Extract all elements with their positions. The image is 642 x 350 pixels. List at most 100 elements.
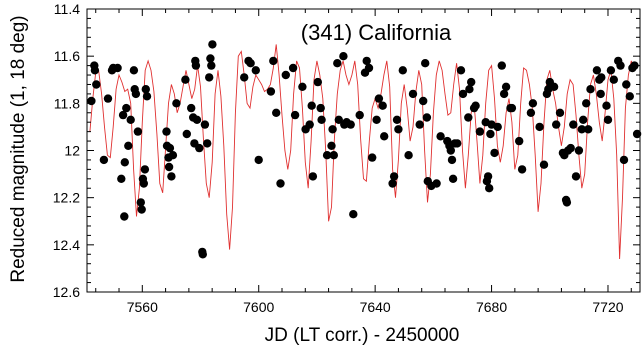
data-point xyxy=(374,94,384,103)
data-point xyxy=(87,96,96,106)
data-point xyxy=(327,141,336,150)
data-point xyxy=(616,61,625,70)
axis-ticks: 7560 7600 7640 7680 7720 11.4 11.6 11.8 12 12.2 12… xyxy=(53,1,640,315)
data-point xyxy=(195,143,204,153)
y-tick-label: 11.4 xyxy=(54,1,80,17)
data-point xyxy=(181,75,190,84)
data-point xyxy=(246,59,255,68)
data-point xyxy=(200,120,210,129)
data-point xyxy=(458,89,468,99)
data-point xyxy=(329,151,338,160)
x-tick-label: 7720 xyxy=(592,299,623,315)
data-point xyxy=(136,198,145,207)
y-axis-label: Reduced magnitude (1, 18 deg) xyxy=(8,15,29,282)
data-point xyxy=(483,172,493,181)
y-tick-label: 12.6 xyxy=(53,284,80,300)
data-point xyxy=(182,129,191,139)
data-point xyxy=(141,85,150,94)
data-point xyxy=(272,108,281,118)
data-point xyxy=(456,66,466,75)
x-tick-label: 7600 xyxy=(243,299,274,315)
data-point xyxy=(622,80,631,89)
data-point xyxy=(566,143,575,153)
plot-area xyxy=(87,40,642,260)
data-point xyxy=(92,80,101,89)
data-point xyxy=(333,59,342,68)
data-point xyxy=(117,174,126,183)
data-point xyxy=(99,155,109,165)
data-point xyxy=(448,174,458,183)
data-point xyxy=(269,56,278,66)
data-point xyxy=(167,172,176,181)
y-tick-label: 12.2 xyxy=(53,190,80,206)
data-point xyxy=(517,165,527,174)
data-point xyxy=(192,115,202,125)
y-tick-label: 12.4 xyxy=(53,237,80,253)
data-point xyxy=(172,99,181,108)
data-point xyxy=(625,92,634,101)
data-point xyxy=(603,115,613,125)
data-point xyxy=(419,96,428,106)
model-curve xyxy=(89,44,635,260)
data-point xyxy=(408,89,418,99)
data-point xyxy=(187,103,196,113)
data-point xyxy=(140,165,150,174)
data-point xyxy=(208,40,217,49)
data-point xyxy=(464,113,473,122)
data-point xyxy=(162,127,171,136)
data-point xyxy=(380,132,389,141)
data-point xyxy=(281,70,290,80)
data-point xyxy=(388,179,397,188)
data-point xyxy=(298,82,307,92)
data-point xyxy=(307,101,316,110)
data-point xyxy=(453,139,462,148)
data-point xyxy=(165,143,175,153)
data-point xyxy=(349,210,358,219)
data-point xyxy=(596,89,605,99)
data-point xyxy=(266,87,276,96)
data-point xyxy=(288,63,298,73)
data-point xyxy=(251,66,260,75)
data-point xyxy=(120,212,129,221)
y-tick-label: 11.6 xyxy=(54,48,80,64)
data-point xyxy=(597,73,606,82)
data-point xyxy=(555,108,565,118)
data-point xyxy=(562,198,572,207)
data-point xyxy=(582,99,591,108)
data-point xyxy=(577,125,586,134)
data-point xyxy=(103,94,113,103)
data-point xyxy=(198,250,207,259)
x-tick-label: 7560 xyxy=(127,299,158,315)
data-point xyxy=(447,155,457,165)
data-point xyxy=(364,63,374,73)
data-point xyxy=(131,89,141,99)
data-point xyxy=(499,89,509,99)
x-tick-label: 7680 xyxy=(476,299,507,315)
data-point xyxy=(467,77,476,87)
data-point xyxy=(526,108,536,118)
data-point xyxy=(308,172,318,181)
y-tick-label: 11.8 xyxy=(54,95,80,111)
data-point xyxy=(317,115,326,125)
data-point xyxy=(619,155,629,165)
data-point xyxy=(346,120,355,129)
data-point xyxy=(446,146,455,155)
data-point xyxy=(501,82,511,92)
data-point xyxy=(207,61,216,70)
data-point xyxy=(122,103,131,113)
data-point xyxy=(322,151,332,160)
data-point xyxy=(334,115,343,125)
data-point xyxy=(164,162,174,172)
data-point xyxy=(328,125,337,134)
data-point xyxy=(313,77,322,87)
data-point xyxy=(137,205,146,214)
data-point xyxy=(475,127,485,136)
y-tick-label: 12 xyxy=(64,143,80,159)
data-point xyxy=(574,146,584,155)
data-point xyxy=(528,99,538,108)
data-point xyxy=(392,115,402,125)
data-point xyxy=(571,172,581,181)
data-point xyxy=(139,179,148,188)
data-point xyxy=(118,110,128,120)
x-axis-label: JD (LT corr.) - 2450000 xyxy=(265,325,460,346)
